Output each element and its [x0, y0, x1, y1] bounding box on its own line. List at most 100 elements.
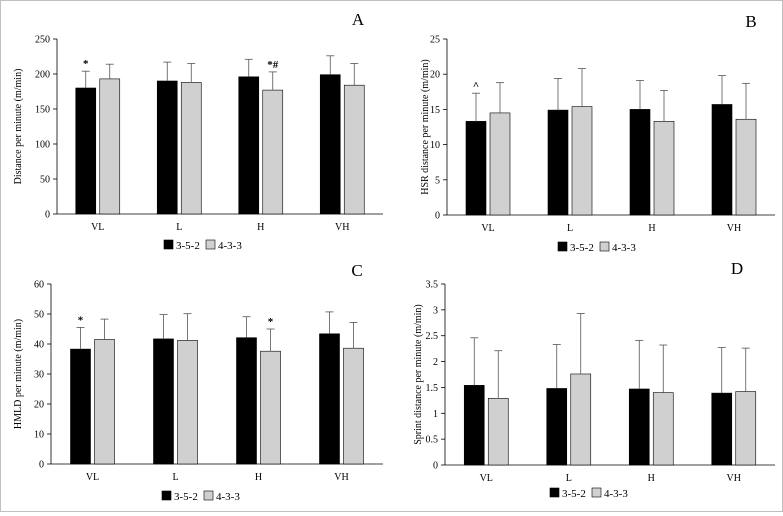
- bar: [343, 84, 365, 215]
- x-tick-label: H: [648, 223, 655, 234]
- bar: [463, 385, 485, 466]
- legend-swatch: [557, 241, 568, 252]
- y-tick-label: 10: [430, 140, 440, 151]
- y-tick-label: 20: [34, 400, 44, 411]
- bar: [489, 112, 511, 216]
- x-tick-label: VL: [481, 223, 494, 234]
- legend: 3-5-2 4-3-3: [163, 239, 242, 252]
- y-tick-label: 50: [40, 175, 50, 186]
- panel-b: 0 5 10 15 20 25 HSR distance per minute (m/min…: [420, 12, 775, 254]
- y-tick-label: 30: [34, 370, 44, 381]
- bar: [319, 74, 341, 215]
- legend-swatch: [203, 490, 214, 501]
- legend-swatch: [161, 490, 172, 501]
- x-tick-label: L: [172, 472, 178, 483]
- panel-a: 0 50 100 150 200 250 Distance per minute (m/mi…: [13, 10, 383, 252]
- bar: [570, 373, 592, 466]
- y-tick-label: 15: [430, 105, 440, 116]
- x-tick-label: H: [257, 222, 264, 233]
- significance-mark: ^: [473, 80, 479, 92]
- x-tick-label: L: [567, 223, 573, 234]
- legend-label: 4-3-3: [216, 491, 240, 503]
- bar: [153, 338, 174, 465]
- bar: [236, 337, 257, 465]
- bar: [629, 109, 651, 216]
- x-tick-label: VH: [334, 472, 348, 483]
- bar: [546, 388, 568, 466]
- bar: [70, 348, 91, 465]
- x-tick-label: VL: [480, 473, 493, 484]
- panel-letter: C: [351, 261, 362, 280]
- bar: [735, 391, 757, 466]
- legend-swatch: [163, 239, 174, 250]
- y-axis-label: HSR distance per minute (m/min): [420, 59, 431, 195]
- legend-label: 4-3-3: [218, 240, 242, 252]
- bar: [628, 388, 650, 466]
- bar: [711, 392, 733, 466]
- bar: [75, 87, 97, 215]
- legend-swatch: [549, 487, 560, 498]
- bar: [99, 78, 121, 215]
- y-tick-label: 60: [34, 280, 44, 291]
- x-tick-label: VH: [727, 473, 741, 484]
- y-tick-label: 0: [435, 211, 440, 222]
- y-tick-label: 0.5: [426, 435, 439, 446]
- bar: [180, 82, 202, 215]
- bar: [711, 104, 733, 216]
- x-tick-label: VH: [727, 223, 741, 234]
- y-axis-label: Sprint distance per minute (m/min): [413, 304, 424, 445]
- legend-label: 3-5-2: [176, 240, 200, 252]
- legend-swatch: [205, 239, 216, 250]
- panel-letter: A: [352, 10, 365, 29]
- legend: 3-5-2 4-3-3: [549, 487, 628, 500]
- y-tick-label: 5: [435, 175, 440, 186]
- y-tick-label: 2: [433, 357, 438, 368]
- panel-d: 0 0.5 1 1.5 2 2.5 3 3.5 Sprint distance per minu…: [413, 259, 775, 500]
- y-tick-label: 0: [45, 210, 50, 221]
- bar: [547, 109, 569, 216]
- panel-letter: B: [745, 12, 756, 31]
- y-tick-label: 100: [35, 140, 50, 151]
- x-tick-label: VL: [86, 472, 99, 483]
- bar: [177, 340, 198, 465]
- x-tick-label: H: [648, 473, 655, 484]
- y-tick-label: 20: [430, 70, 440, 81]
- legend-label: 3-5-2: [562, 488, 586, 500]
- y-tick-label: 10: [34, 430, 44, 441]
- x-tick-label: L: [176, 222, 182, 233]
- y-axis-label: Distance per minute (m/min): [13, 69, 24, 185]
- bar: [94, 339, 115, 465]
- legend-label: 4-3-3: [604, 488, 628, 500]
- x-tick-label: VH: [335, 222, 349, 233]
- legend-label: 3-5-2: [570, 242, 594, 254]
- y-tick-label: 2.5: [426, 331, 439, 342]
- significance-mark: *: [78, 315, 84, 327]
- panel-c: 0 10 20 30 40 50 60 HMLD per minute (m/min) C VL L…: [13, 261, 383, 503]
- bar: [262, 89, 284, 215]
- bar: [652, 392, 674, 466]
- bar: [343, 347, 364, 465]
- y-tick-label: 50: [34, 310, 44, 321]
- x-tick-label: L: [566, 473, 572, 484]
- y-tick-label: 200: [35, 70, 50, 81]
- bar: [238, 76, 260, 215]
- legend-swatch: [591, 487, 602, 498]
- legend: 3-5-2 4-3-3: [557, 241, 636, 254]
- bar: [735, 118, 757, 216]
- legend-label: 4-3-3: [612, 242, 636, 254]
- legend-swatch: [599, 241, 610, 252]
- y-tick-label: 150: [35, 105, 50, 116]
- y-tick-label: 250: [35, 35, 50, 46]
- significance-mark: *#: [267, 59, 279, 71]
- bar: [487, 397, 509, 466]
- bar: [653, 121, 675, 216]
- y-tick-label: 25: [430, 35, 440, 46]
- bar: [571, 106, 593, 216]
- bar: [156, 80, 178, 215]
- y-tick-label: 0: [39, 460, 44, 471]
- bar: [260, 350, 281, 465]
- y-tick-label: 1.5: [426, 383, 439, 394]
- x-tick-label: VL: [91, 222, 104, 233]
- bar: [319, 333, 340, 465]
